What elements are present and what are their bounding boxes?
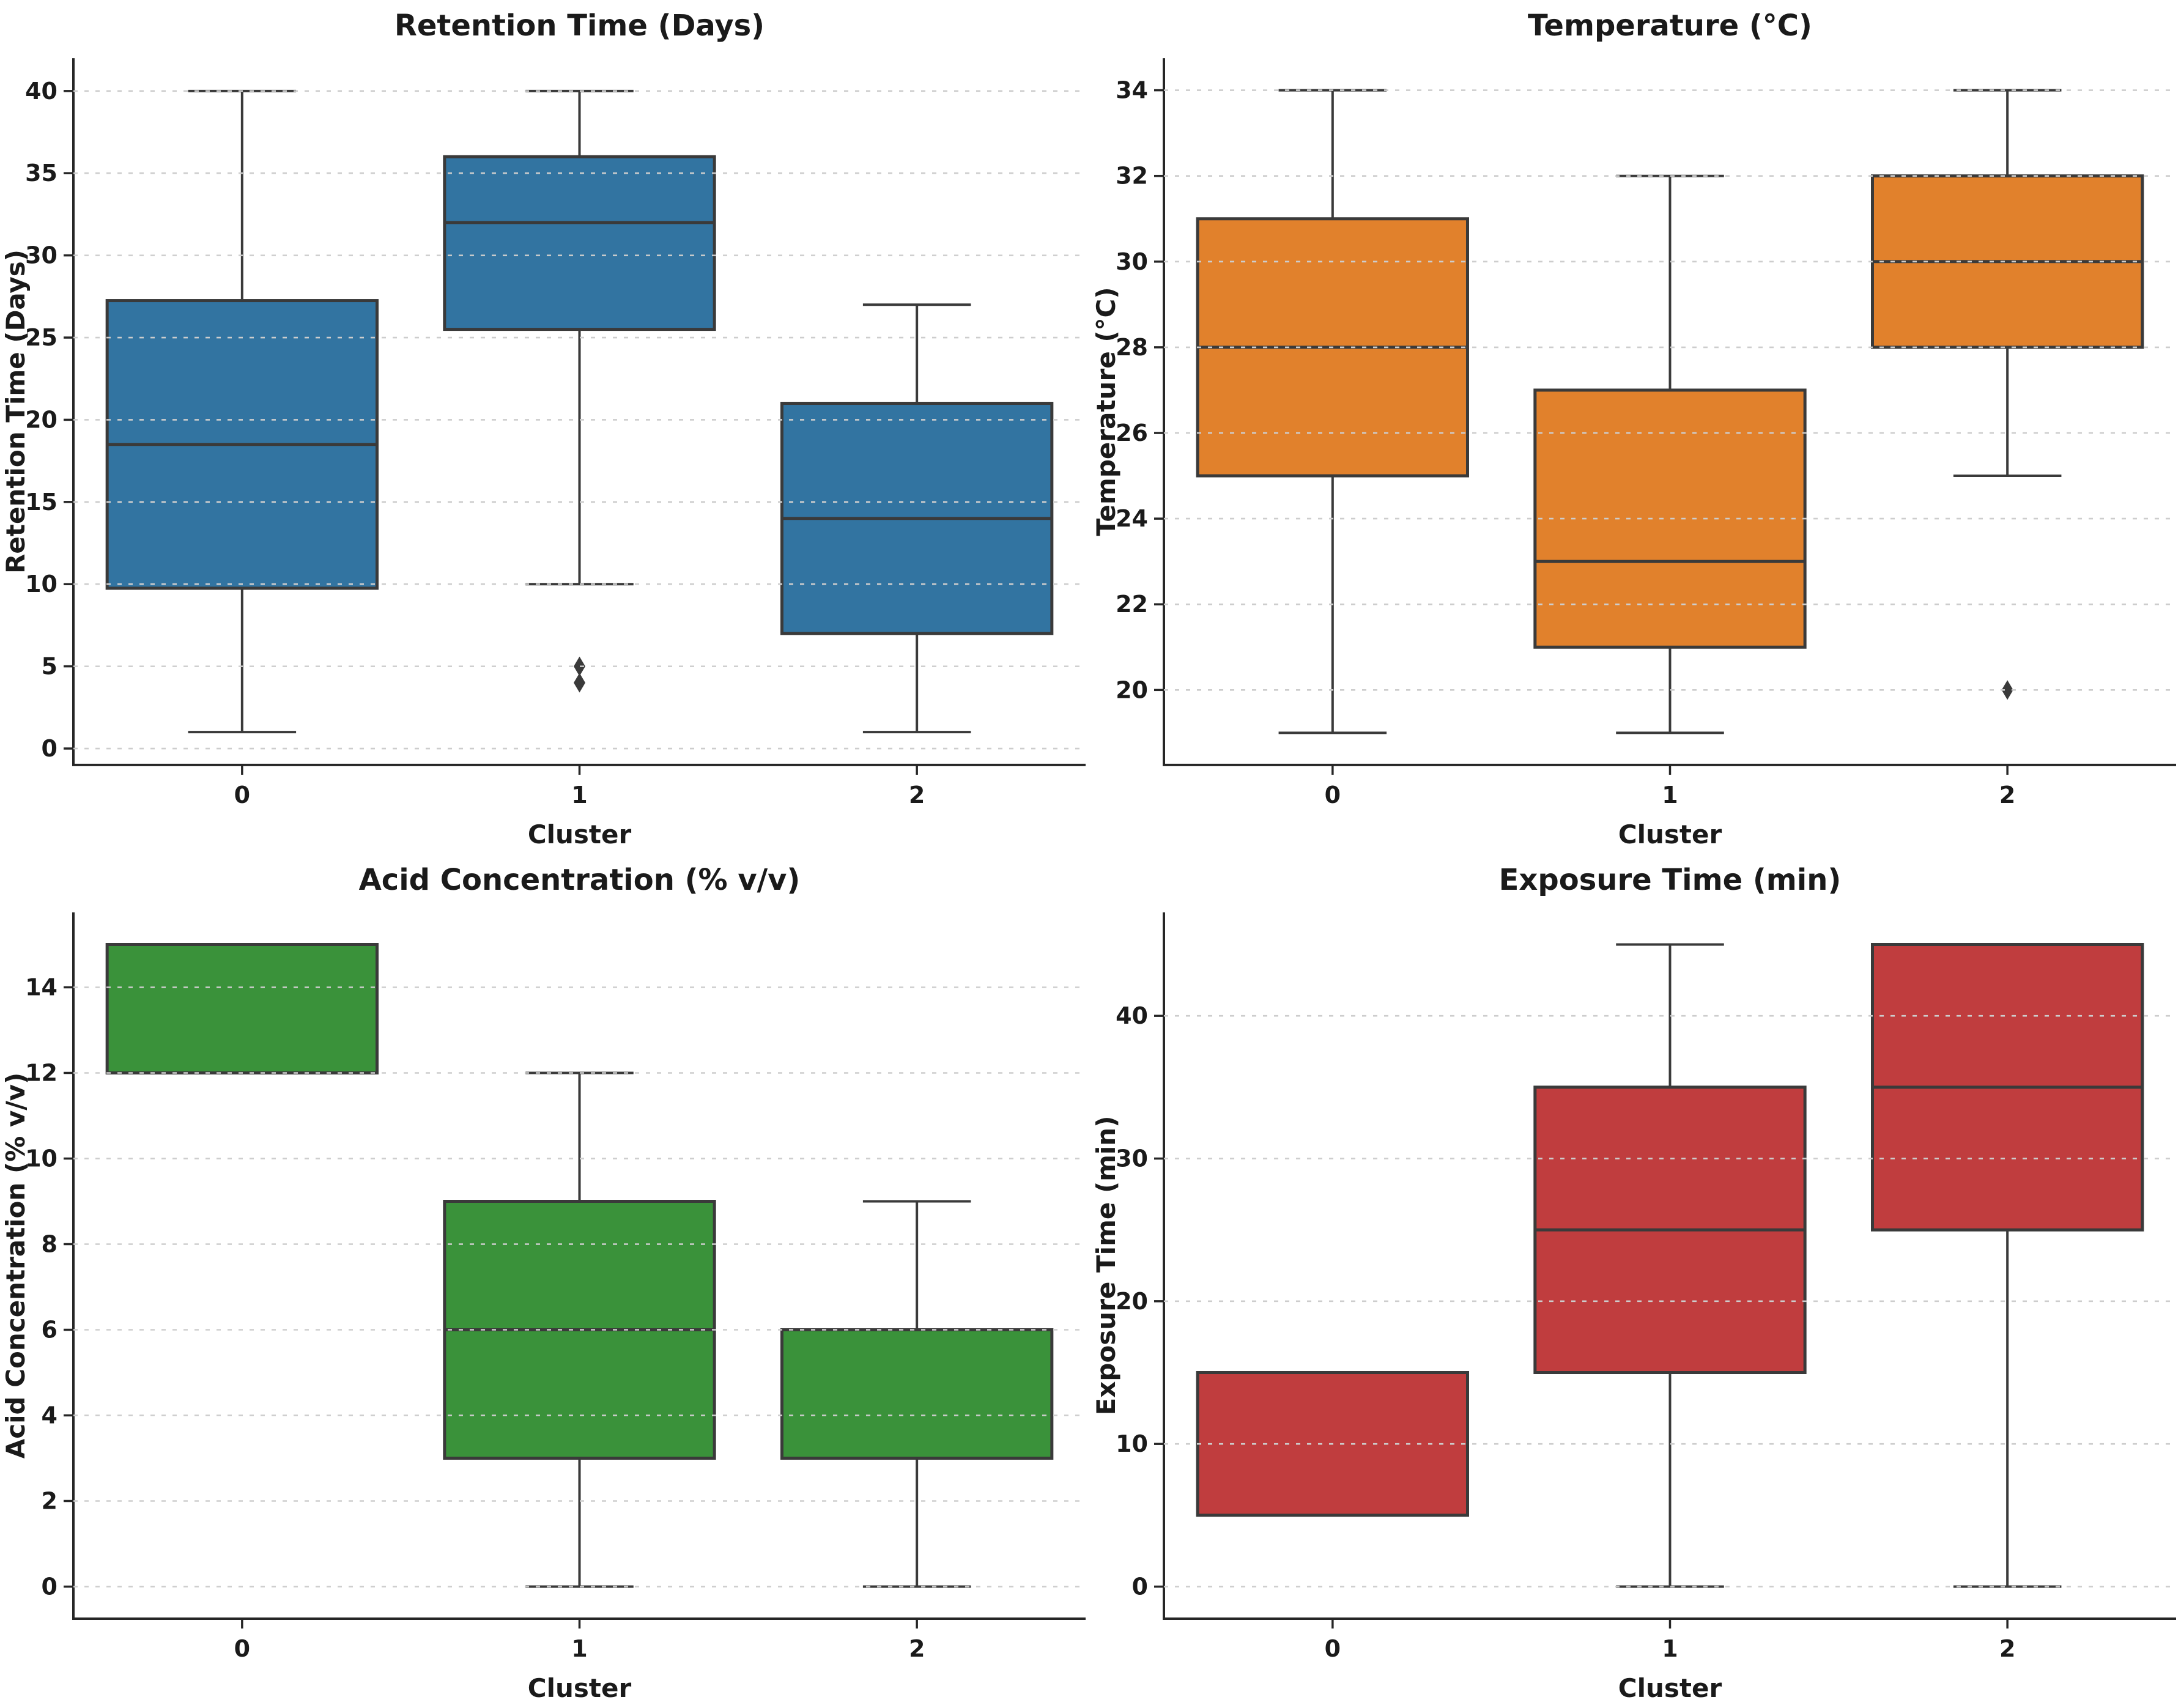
svg-text:1: 1 (571, 1635, 587, 1662)
svg-text:0: 0 (1325, 1635, 1341, 1662)
svg-text:8: 8 (42, 1231, 57, 1258)
svg-text:Cluster: Cluster (1618, 1673, 1722, 1703)
svg-text:30: 30 (25, 242, 57, 269)
svg-text:12: 12 (25, 1060, 57, 1087)
svg-text:10: 10 (25, 1145, 57, 1172)
chart-exposure-time: 0 10 20 30 40 0 1 2 Exposure Time (min) Cluster Ex… (1091, 863, 2176, 1703)
svg-text:Cluster: Cluster (528, 819, 632, 849)
svg-text:0: 0 (42, 735, 57, 762)
svg-text:10: 10 (1116, 1430, 1148, 1457)
svg-text:1: 1 (1662, 782, 1678, 808)
svg-text:2: 2 (909, 1635, 925, 1662)
svg-text:2: 2 (909, 782, 925, 808)
svg-text:5: 5 (42, 653, 57, 680)
svg-text:0: 0 (42, 1573, 57, 1600)
svg-text:10: 10 (25, 571, 57, 597)
svg-text:2: 2 (42, 1488, 57, 1515)
svg-text:15: 15 (25, 489, 57, 516)
svg-text:Temperature (°C): Temperature (°C) (1091, 287, 1121, 536)
svg-text:Acid Concentration (% v/v): Acid Concentration (% v/v) (359, 863, 801, 897)
svg-text:Acid Concentration (% v/v): Acid Concentration (% v/v) (1, 1073, 31, 1459)
svg-text:14: 14 (25, 974, 57, 1001)
svg-text:20: 20 (1116, 676, 1148, 703)
svg-text:0: 0 (1132, 1573, 1148, 1600)
svg-text:Cluster: Cluster (1618, 819, 1722, 849)
svg-text:0: 0 (234, 782, 250, 808)
svg-text:40: 40 (25, 78, 57, 105)
svg-text:Exposure Time (min): Exposure Time (min) (1091, 1116, 1121, 1416)
svg-text:25: 25 (25, 324, 57, 351)
svg-text:0: 0 (1325, 782, 1341, 808)
svg-text:35: 35 (25, 160, 57, 187)
svg-text:1: 1 (1662, 1635, 1678, 1662)
svg-text:Exposure Time (min): Exposure Time (min) (1499, 863, 1842, 897)
svg-text:30: 30 (1116, 1145, 1148, 1172)
svg-text:Temperature (°C): Temperature (°C) (1528, 9, 1812, 43)
svg-text:34: 34 (1116, 77, 1148, 104)
svg-text:Retention Time (Days): Retention Time (Days) (394, 9, 765, 43)
svg-text:Retention Time (Days): Retention Time (Days) (1, 250, 31, 574)
svg-text:Cluster: Cluster (528, 1673, 632, 1703)
svg-text:32: 32 (1116, 163, 1148, 190)
svg-text:28: 28 (1116, 334, 1148, 361)
chart-temperature: 20 22 24 26 28 30 32 34 0 1 2 Temperature (°C) Clust… (1091, 9, 2176, 849)
svg-text:26: 26 (1116, 420, 1148, 446)
svg-text:2: 2 (1999, 782, 2015, 808)
svg-text:30: 30 (1116, 248, 1148, 275)
svg-text:2: 2 (1999, 1635, 2015, 1662)
svg-text:20: 20 (1116, 1288, 1148, 1315)
svg-text:6: 6 (42, 1317, 57, 1344)
svg-text:22: 22 (1116, 591, 1148, 618)
svg-text:1: 1 (571, 782, 587, 808)
chart-retention-time: 0 5 10 15 20 25 30 35 40 0 1 2 Retention Time (Days)… (1, 9, 1086, 849)
svg-text:20: 20 (25, 406, 57, 433)
svg-text:40: 40 (1116, 1002, 1148, 1029)
svg-text:4: 4 (42, 1402, 57, 1429)
svg-text:0: 0 (234, 1635, 250, 1662)
svg-text:24: 24 (1116, 505, 1148, 532)
